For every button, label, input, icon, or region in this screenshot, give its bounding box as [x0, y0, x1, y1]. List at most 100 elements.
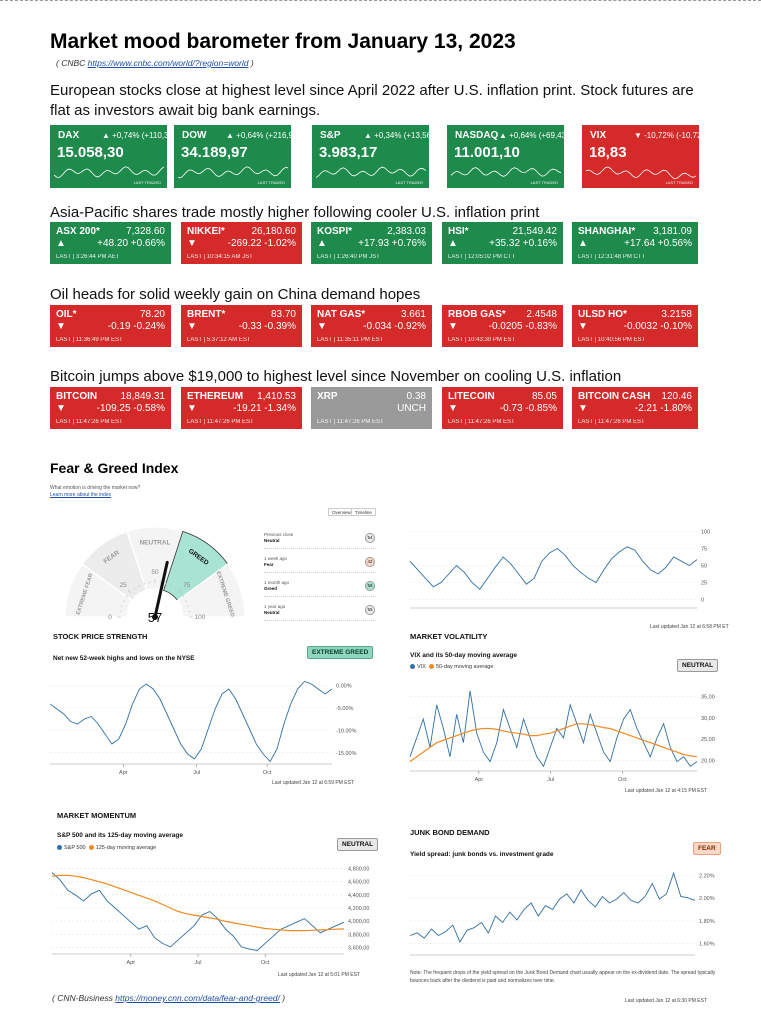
- history-value: 42: [365, 557, 375, 567]
- timeline-updated: Last updated Jan 12 at 6:58 PM ET: [650, 624, 729, 630]
- history-divider: [264, 572, 376, 573]
- y-tick-label: 75: [701, 547, 707, 553]
- tile-price: 78.20: [139, 309, 165, 320]
- europe-tile-timestamp: LAST TRADED: [133, 180, 161, 185]
- volatility-legend: VIX 50-day moving average: [410, 664, 493, 670]
- tile-change: -0.19 -0.24%: [107, 321, 165, 332]
- volatility-subtitle: VIX and its 50-day moving average: [410, 652, 517, 659]
- crypto-tile-xrp[interactable]: XRP 0.38 UNCH LAST | 11:47:26 PM EST: [311, 387, 432, 429]
- tile-price: 26,180.60: [251, 226, 297, 237]
- tile-timestamp: LAST | 11:47:26 PM EST: [578, 419, 645, 425]
- tile-name: BITCOIN: [56, 391, 98, 402]
- gauge-tick: [174, 587, 177, 590]
- europe-tile-timestamp: LAST TRADED: [665, 180, 693, 185]
- y-tick-label: -5.00%: [336, 706, 354, 712]
- crypto-tile-bitcoin-cash[interactable]: BITCOIN CASH 120.46 ▼ -2.21 -1.80% LAST | 11…: [572, 387, 698, 429]
- momentum-legend: S&P 500 125-day moving average: [57, 845, 156, 851]
- asia-tile-kospi[interactable]: KOSPI* 2,383.03 ▲ +17.93 +0.76% LAST | 1:26:…: [311, 222, 432, 264]
- sp500-legend-dot: [57, 845, 62, 851]
- headline-europe: European stocks close at highest level s…: [50, 82, 694, 119]
- gauge-tick-label: 75: [183, 582, 191, 589]
- gauge-tick: [165, 582, 167, 585]
- crypto-tile-bitcoin[interactable]: BITCOIN 18,849.31 ▼ -109.25 -0.58% LAST | 11…: [50, 387, 171, 429]
- y-tick-label: 4,000,00: [348, 919, 369, 925]
- series-line-series: [50, 680, 333, 763]
- vix-legend-label: VIX: [417, 664, 426, 670]
- europe-tile-vix[interactable]: VIX ▼ -10,72% (-10,72) 18,83 LAST TRADED: [582, 125, 699, 188]
- oil-tile-oil[interactable]: OIL* 78.20 ▼ -0.19 -0.24% LAST | 11:36:49 PM…: [50, 305, 171, 347]
- tile-timestamp: LAST | 11:47:26 PM EST: [317, 419, 384, 425]
- oil-tile-nat-gas[interactable]: NAT GAS* 3.661 ▼ -0.034 -0.92% LAST | 11:35:…: [311, 305, 432, 347]
- crypto-tile-litecoin[interactable]: LITECOIN 85.05 ▼ -0.73 -0.85% LAST | 11:47:2…: [442, 387, 563, 429]
- y-tick-label: 2.00%: [699, 896, 715, 902]
- europe-tile-dax[interactable]: DAX ▲ +0,74% (+110,39) 15.058,30 LAST TRADE…: [50, 125, 167, 188]
- europe-tile-dow[interactable]: DOW ▲ +0,64% (+216,96) 34.189,97 LAST TRADE…: [174, 125, 291, 188]
- gauge-tick: [182, 595, 185, 598]
- gauge-tick: [138, 584, 140, 587]
- history-rating: Fear: [264, 562, 274, 567]
- tile-arrow: ▲: [317, 238, 327, 249]
- junk-bond-badge: FEAR: [693, 842, 721, 855]
- asia-tile-shanghai[interactable]: SHANGHAI* 3,181.09 ▲ +17.64 +0.56% LAST | 12…: [572, 222, 698, 264]
- volatility-chart: 35,00 30,00 25,00 20,00 Apr Jul Oct: [409, 690, 715, 783]
- sparkline-path: [178, 166, 288, 179]
- tile-change: -0.0032 -0.10%: [623, 321, 692, 332]
- history-divider: [264, 548, 376, 549]
- fear-greed-learn-link[interactable]: Learn more about the index: [50, 492, 112, 498]
- asia-tile-nikkei[interactable]: NIKKEI* 26,180.60 ▼ -269.22 -1.02% LAST | 10…: [181, 222, 302, 264]
- cnbc-source-link[interactable]: https://www.cnbc.com/world/?region=world: [87, 58, 249, 68]
- x-tick-label: Apr: [475, 777, 484, 783]
- gauge-tick-label: 25: [120, 582, 128, 589]
- europe-tile-sparkline: [316, 166, 426, 179]
- tile-change: -109.25 -0.58%: [96, 403, 165, 414]
- europe-tile-s-p[interactable]: S&P ▲ +0,34% (+13,56) 3.983,17 LAST TRADED: [312, 125, 429, 188]
- tile-arrow: ▼: [187, 403, 197, 414]
- europe-tile-sparkline: [451, 167, 561, 177]
- momentum-title: MARKET MOMENTUM: [57, 811, 137, 820]
- cnn-source-prefix: ( CNN-Business: [52, 993, 116, 1003]
- history-rating: Greed: [264, 586, 278, 591]
- tab-timeline[interactable]: Timeline: [351, 508, 376, 516]
- europe-tile-nasdaq[interactable]: NASDAQ ▲ +0,64% (+69,43) 11.001,10 LAST TRA…: [447, 125, 564, 188]
- headline-asia: Asia-Pacific shares trade mostly higher …: [50, 204, 540, 221]
- top-dashed-rule: [0, 0, 761, 1]
- europe-tile-change: ▲ +0,34% (+13,56): [364, 131, 429, 140]
- tile-timestamp: LAST | 11:35:11 PM EST: [317, 337, 384, 343]
- tile-change: -0.73 -0.85%: [499, 403, 557, 414]
- cnbc-source-prefix: ( CNBC: [56, 58, 88, 68]
- x-tick-label: Oct: [261, 960, 270, 966]
- cnn-source-link[interactable]: https://money.cnn.com/data/fear-and-gree…: [115, 993, 280, 1003]
- gauge-tick: [170, 584, 172, 587]
- tile-price: 3.2158: [661, 309, 692, 320]
- tile-name: ETHEREUM: [187, 391, 244, 402]
- gauge-hub: [152, 614, 158, 620]
- oil-tile-ulsd-ho[interactable]: ULSD HO* 3.2158 ▼ -0.0032 -0.10% LAST | 10:4…: [572, 305, 698, 347]
- tile-price: 7,328.60: [126, 226, 165, 237]
- tile-price: 21,549.42: [512, 226, 558, 237]
- asia-tile-hsi[interactable]: HSI* 21,549.42 ▲ +35.32 +0.16% LAST | 12:05:…: [442, 222, 563, 264]
- volatility-badge: NEUTRAL: [677, 659, 719, 672]
- tile-change: -19.21 -1.34%: [233, 403, 296, 414]
- tile-timestamp: LAST | 11:47:26 PM EST: [56, 419, 123, 425]
- sparkline-path: [451, 167, 561, 177]
- tile-arrow: ▼: [187, 321, 197, 332]
- stock-strength-chart: 0.00% -5.00% -10.00% -15.00% Apr Jul Oct: [50, 680, 357, 776]
- oil-tile-brent[interactable]: BRENT* 83.70 ▼ -0.33 -0.39% LAST | 5:37:12 A…: [181, 305, 302, 347]
- y-tick-label: 25: [701, 581, 707, 587]
- gauge-tick-label: 0: [108, 614, 112, 621]
- gauge-tick: [122, 600, 125, 602]
- crypto-tile-ethereum[interactable]: ETHEREUM 1,410.53 ▼ -19.21 -1.34% LAST | 11:…: [181, 387, 302, 429]
- y-tick-label: 4,400,00: [348, 893, 369, 899]
- europe-tile-name: S&P: [320, 130, 341, 141]
- series-line-50-day-moving-average: [409, 723, 698, 763]
- junk-bond-chart: 2.20% 2.00% 1.80% 1.60%: [409, 871, 715, 956]
- oil-tile-rbob-gas[interactable]: RBOB GAS* 2.4548 ▼ -0.0205 -0.83% LAST | 10:…: [442, 305, 563, 347]
- y-tick-label: 20,00: [701, 758, 715, 764]
- y-tick-label: 0: [701, 598, 704, 604]
- gauge-tick: [185, 600, 188, 602]
- europe-tile-price: 11.001,10: [454, 144, 520, 161]
- cnn-source: ( CNN-Business https://money.cnn.com/dat…: [52, 993, 285, 1003]
- asia-tile-asx-200[interactable]: ASX 200* 7,328.60 ▲ +48.20 +0.66% LAST | 3:2…: [50, 222, 171, 264]
- tile-price: 85.05: [531, 391, 557, 402]
